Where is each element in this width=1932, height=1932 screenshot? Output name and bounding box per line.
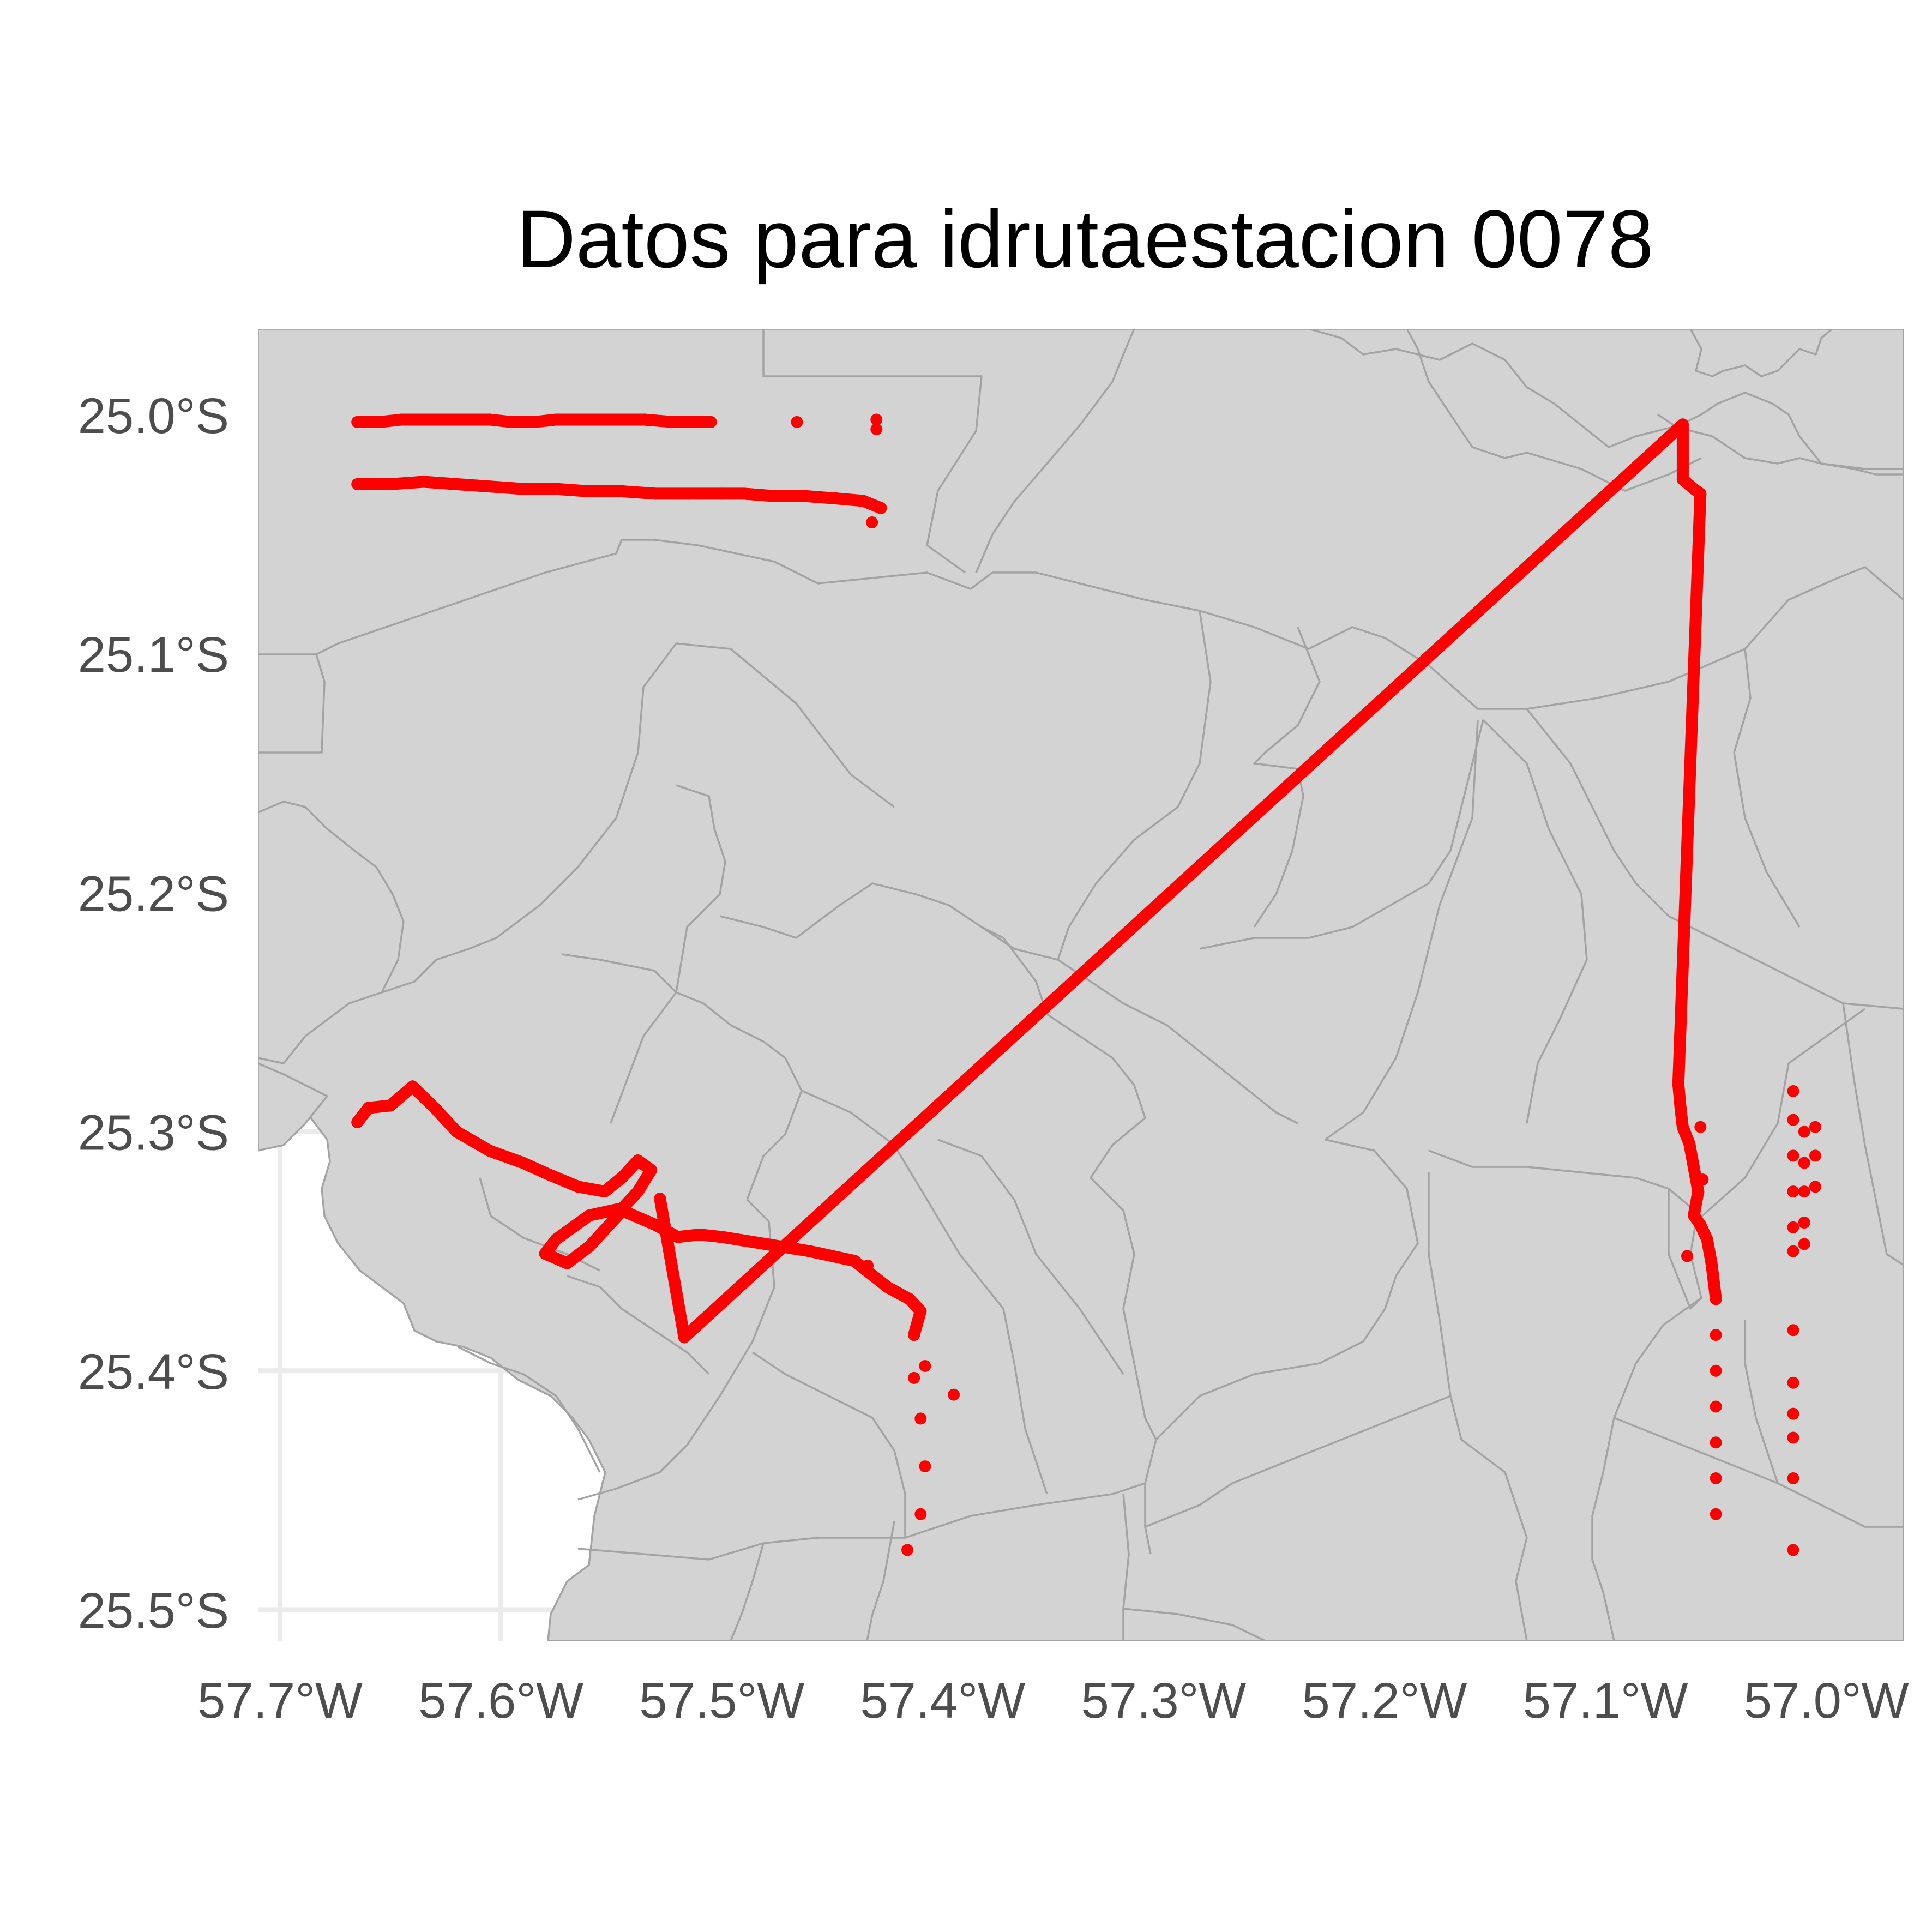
y-tick-label: 25.3°S [78,1105,229,1161]
data-point [914,1412,927,1425]
data-point [1710,1472,1722,1484]
data-point [919,1460,931,1473]
y-tick-label: 25.0°S [78,388,229,444]
data-point [1710,1436,1722,1449]
y-tick-label: 25.1°S [78,627,229,683]
data-point [1787,1185,1799,1198]
track-east-1 [654,418,1722,1344]
x-tick-label: 57.3°W [1081,1673,1247,1729]
data-point [1787,1149,1799,1162]
map-panel [258,329,1904,1641]
track-north-upper [351,413,717,428]
x-tick-label: 57.6°W [418,1673,583,1729]
data-point [1787,1221,1799,1233]
data-point [1798,1217,1810,1229]
y-tick-label: 25.2°S [78,866,229,922]
data-point [1681,1250,1694,1262]
data-point [866,516,878,528]
data-point [1710,1329,1722,1341]
data-point [908,1371,920,1384]
data-point [1798,1157,1810,1169]
admin-boundaries [258,329,1904,1641]
data-point [1787,1407,1799,1420]
data-point [1809,1121,1821,1133]
data-point [919,1360,931,1373]
river-border [1689,329,1833,377]
data-point [1787,1324,1799,1337]
land-area [258,329,1904,1641]
data-point [1787,1376,1799,1389]
data-point [870,413,883,426]
x-tick-label: 57.2°W [1302,1673,1467,1729]
x-axis: 57.7°W 57.6°W 57.5°W 57.4°W 57.3°W 57.2°W 57.1… [197,1673,1909,1729]
data-point [1809,1181,1821,1193]
data-point [1710,1400,1722,1413]
y-tick-label: 25.4°S [78,1344,229,1400]
data-point [1798,1126,1810,1138]
land-islet [258,1062,329,1152]
data-point [1809,1149,1821,1162]
chart-title: Datos para idrutaestacion 0078 [517,193,1654,285]
data-point [1710,1508,1722,1520]
data-point [791,416,803,428]
x-tick-label: 57.4°W [860,1673,1025,1729]
data-point [1787,1114,1799,1126]
x-tick-label: 57.5°W [639,1673,804,1729]
data-point [1787,1085,1799,1098]
data-point [1694,1121,1707,1133]
y-tick-label: 25.5°S [78,1583,229,1639]
x-tick-label: 57.7°W [197,1673,363,1729]
data-point [1787,1245,1799,1257]
x-tick-label: 57.1°W [1523,1673,1688,1729]
data-point [1787,1544,1799,1556]
track-north-lower [351,476,887,514]
y-axis: 25.0°S 25.1°S 25.2°S 25.3°S 25.4°S 25.5°S [78,388,229,1639]
data-points [351,413,1821,1556]
data-point [870,423,883,436]
x-tick-label: 57.0°W [1744,1673,1909,1729]
data-point [901,1544,913,1556]
data-point [948,1388,960,1401]
data-point [1798,1185,1810,1198]
data-point [1787,1472,1799,1484]
data-point [1798,1238,1810,1250]
data-point [1710,1364,1722,1377]
data-point [914,1508,927,1520]
data-point [1787,1431,1799,1444]
